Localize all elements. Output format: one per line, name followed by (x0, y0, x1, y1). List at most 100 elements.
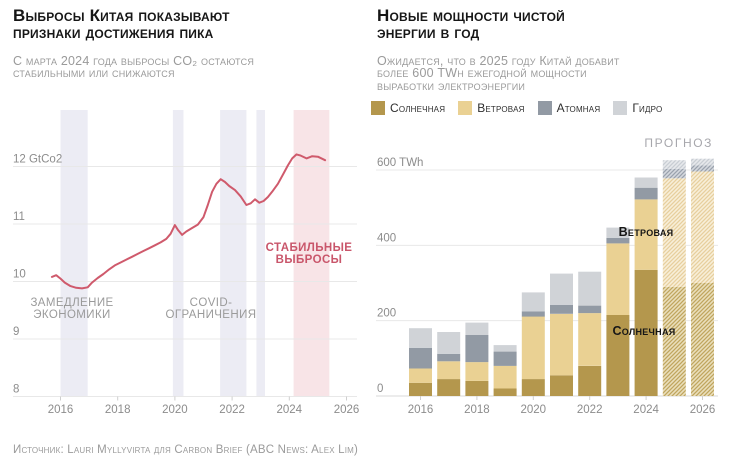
bar-segment (634, 269, 658, 396)
right-title-line1: Новые мощности чистой (377, 6, 565, 25)
bar-segment (437, 332, 461, 354)
forecast-label: ПРОГНОЗ (644, 136, 713, 150)
bar-segment (409, 368, 432, 383)
bar-segment (521, 379, 545, 396)
bar-segment (662, 168, 686, 179)
emissions-line (50, 153, 327, 290)
bar-segment (578, 365, 602, 396)
bar-segment (578, 313, 602, 366)
bar-segment (634, 187, 658, 200)
left-subtitle-line2: стабильными или снижаются (13, 66, 175, 81)
legend-label-solar: Солнечная (390, 101, 446, 115)
left-ytick-label: 9 (13, 326, 19, 338)
bar-segment (634, 199, 658, 270)
bar-segment (437, 361, 461, 379)
right-xtick-label: 2020 (521, 404, 547, 416)
bar-segment (493, 351, 517, 366)
left-xtick-label: 2020 (162, 404, 188, 416)
bar-segment (493, 365, 517, 389)
legend-item-wind: Ветровая (458, 101, 524, 115)
bar-segment (578, 305, 602, 314)
legend: Солнечная Ветровая Атомная Гидро (371, 101, 662, 115)
bar-segment (662, 286, 686, 396)
bar-segment (578, 271, 602, 306)
annotation-economic-slowdown: ЗАМЕДЛЕНИЕ ЭКОНОМИКИ (30, 297, 114, 322)
bar-segment (634, 177, 658, 188)
bar-segment (465, 335, 489, 363)
legend-item-nuclear: Атомная (537, 101, 601, 115)
right-xtick-label: 2018 (464, 404, 490, 416)
bar-segment (437, 379, 461, 396)
right-ytick-label: 200 (377, 308, 396, 320)
event-band (60, 110, 88, 397)
bar-segment (465, 380, 489, 396)
bar-segment (465, 362, 489, 381)
legend-item-hydro: Гидро (613, 101, 662, 115)
right-ytick-label: 400 (377, 232, 396, 244)
bar-segment (521, 316, 545, 379)
bar-segment (550, 304, 573, 314)
right-ytick-label: 600 TWh (377, 157, 423, 169)
bar-segment (550, 273, 573, 305)
annotation-stable-emissions: СТАБИЛЬНЫЕ ВЫБРОСЫ (265, 242, 353, 267)
left-title-line2: признаки достижения пика (13, 22, 214, 42)
right-title-line2: энергии в год (377, 22, 480, 42)
nuclear-swatch-icon (537, 101, 552, 115)
bar-segment (409, 328, 432, 348)
bar-segment (662, 178, 686, 287)
left-subtitle-line1: С марта 2024 года выбросы CO₂ остаются (13, 54, 255, 68)
bar-segment (521, 311, 545, 317)
bar-segment (691, 158, 714, 166)
event-band (220, 110, 247, 397)
bar-segment (662, 160, 686, 169)
right-chart-subtitle: Ожидается, что в 2025 году Китай добавит… (377, 54, 620, 93)
left-ytick-label: 11 (13, 211, 25, 223)
bar-segment (691, 171, 714, 283)
bar-segment (691, 283, 714, 396)
bar-segment (606, 237, 630, 244)
right-subtitle-line2: более 600 TWh ежегодной мощности (377, 66, 587, 81)
left-xtick-label: 2026 (334, 404, 360, 416)
left-xtick-label: 2024 (277, 404, 303, 416)
left-chart-subtitle: С марта 2024 года выбросы CO₂ остаются с… (13, 55, 254, 80)
bar-segment (521, 292, 545, 312)
wind-swatch-icon (458, 101, 473, 115)
bar-segment (606, 315, 630, 396)
left-title-line1: Выбросы Китая показывают (13, 6, 230, 25)
legend-label-nuclear: Атомная (556, 101, 601, 115)
right-subtitle-line1: Ожидается, что в 2025 году Китай добавит (377, 54, 620, 68)
bar-segment (465, 322, 489, 335)
bar-segment (550, 375, 573, 396)
event-band (172, 110, 184, 397)
right-xtick-label: 2016 (408, 404, 434, 416)
event-band (293, 110, 330, 397)
left-ytick-label: 12 GtCo2 (13, 154, 62, 166)
left-ytick-label: 8 (13, 384, 19, 396)
bar-segment (606, 227, 630, 238)
right-subtitle-line3: выработки электроэнергии (377, 78, 526, 93)
event-band (256, 110, 265, 397)
right-xtick-label: 2026 (690, 404, 716, 416)
annotation-covid-restrictions: COVID-ОГРАНИЧЕНИЯ (165, 297, 257, 322)
bar-label-solar: Солнечная (612, 324, 676, 338)
bar-segment (493, 388, 517, 396)
bar-segment (493, 345, 517, 352)
bar-segment (437, 353, 461, 362)
legend-item-solar: Солнечная (371, 101, 445, 115)
left-ytick-label: 10 (13, 269, 26, 281)
left-xtick-label: 2016 (48, 404, 74, 416)
bar-segment (409, 347, 432, 369)
bar-label-wind: Ветровая (618, 225, 674, 239)
solar-swatch-icon (371, 101, 385, 115)
right-xtick-label: 2022 (577, 404, 603, 416)
source-credit: Источник: Lauri Myllyvirta для Carbon Br… (13, 444, 359, 456)
legend-label-wind: Ветровая (477, 101, 525, 115)
hydro-swatch-icon (613, 101, 628, 115)
legend-label-hydro: Гидро (632, 101, 663, 115)
right-ytick-label: 0 (377, 383, 383, 395)
bar-segment (691, 165, 714, 172)
bar-segment (606, 243, 630, 315)
left-xtick-label: 2018 (105, 404, 131, 416)
